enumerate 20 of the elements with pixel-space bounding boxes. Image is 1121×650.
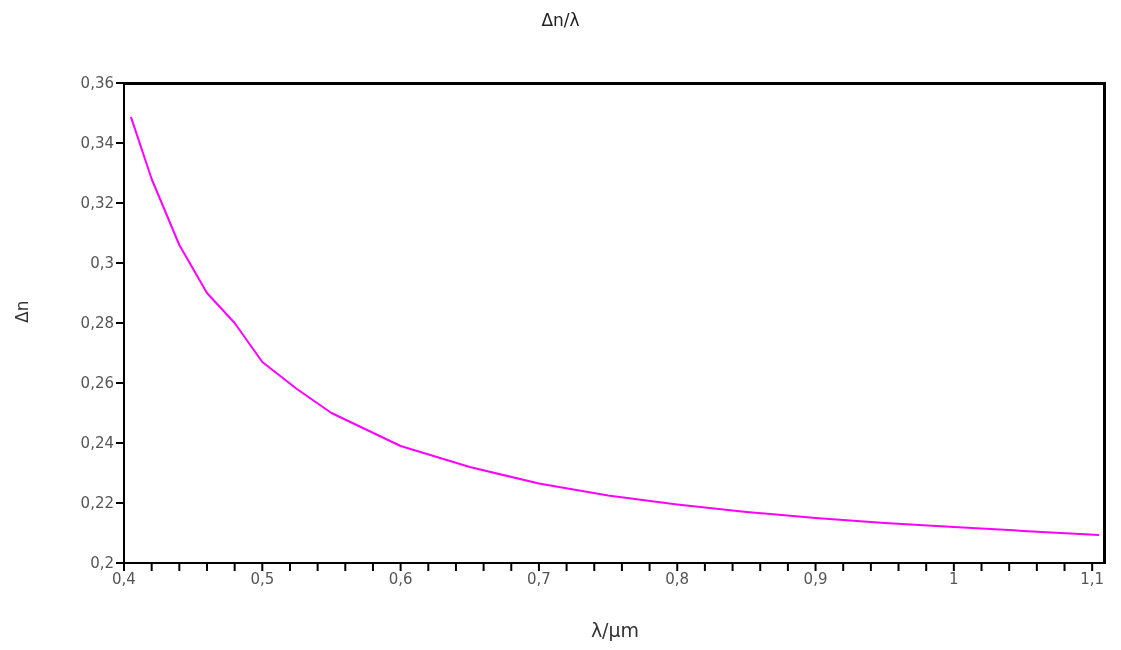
y-tick-label: 0,32 <box>80 194 114 213</box>
x-tick-label: 0,5 <box>250 569 275 588</box>
y-tick-label: 0,36 <box>80 74 114 93</box>
y-tick-label: 0,26 <box>80 374 114 393</box>
x-tick-label: 1 <box>949 569 959 588</box>
y-tick-label: 0,24 <box>80 434 114 453</box>
y-tick-label: 0,3 <box>90 254 114 273</box>
x-tick-label: 0,8 <box>665 569 690 588</box>
y-tick-label: 0,34 <box>80 134 114 153</box>
y-tick-label: 0,2 <box>90 554 114 573</box>
y-tick-label: 0,28 <box>80 314 114 333</box>
x-tick-label: 0,6 <box>388 569 413 588</box>
x-tick-label: 0,9 <box>803 569 828 588</box>
chart-title: Δn/λ <box>540 10 581 30</box>
x-tick-label: 1,1 <box>1080 569 1105 588</box>
x-tick-label: 0,7 <box>527 569 551 588</box>
y-tick-label: 0,22 <box>80 494 114 513</box>
x-tick-label: 0,4 <box>112 569 136 588</box>
x-axis-title: λ/µm <box>590 619 640 641</box>
y-axis-title: Δn <box>12 300 33 323</box>
